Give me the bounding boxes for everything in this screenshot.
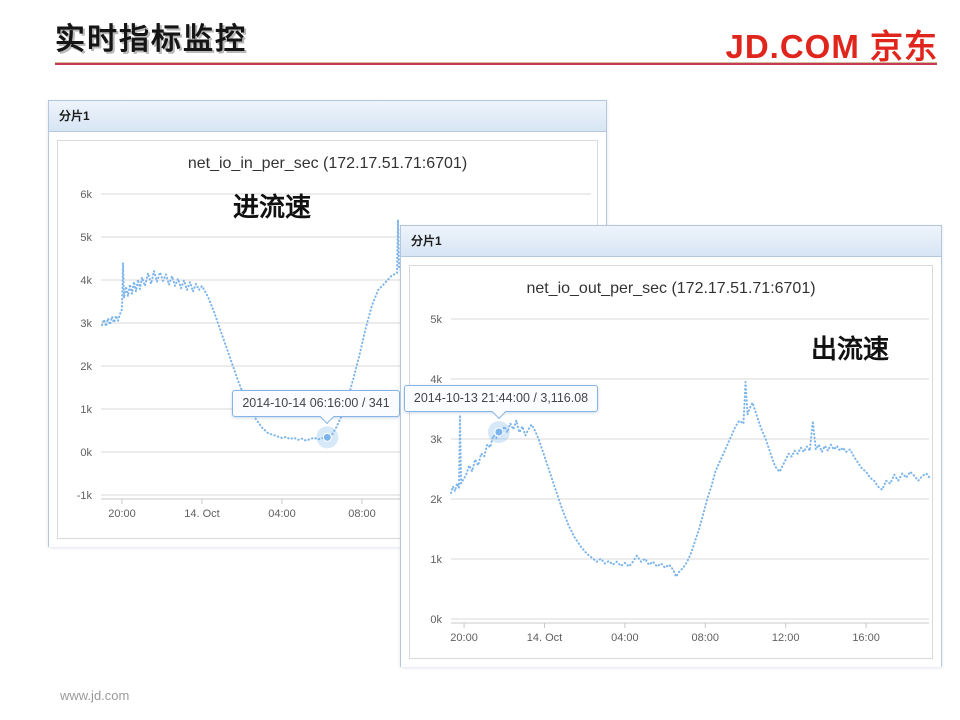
chart-net-io-out[interactable]: 0k 1k 2k 3k 4k 5k 20:00 14. Oct 04:00 08:00 12:00 1… (410, 266, 932, 658)
svg-text:进流速: 进流速 (233, 192, 311, 222)
shard-panel-net-io-out: 分片1 0k 1k 2k 3k 4k 5k 20:00 14. Oct 04:00 08:00 12… (400, 225, 942, 667)
panel-body: 0k 1k 2k 3k 4k 5k 20:00 14. Oct 04:00 08:00 12:00 1… (401, 257, 941, 667)
footer-url: www.jd.com (60, 688, 130, 703)
svg-text:04:00: 04:00 (268, 508, 296, 520)
svg-text:08:00: 08:00 (348, 508, 376, 520)
svg-text:1k: 1k (80, 404, 92, 416)
svg-text:3k: 3k (430, 434, 442, 446)
panel-header[interactable]: 分片1 (401, 226, 941, 257)
panel-header[interactable]: 分片1 (49, 101, 606, 132)
svg-text:net_io_out_per_sec (172.17.51.: net_io_out_per_sec (172.17.51.71:6701) (526, 280, 815, 297)
svg-text:4k: 4k (80, 275, 92, 287)
chart-box: 0k 1k 2k 3k 4k 5k 20:00 14. Oct 04:00 08:00 12:00 1… (409, 265, 933, 659)
svg-text:出流速: 出流速 (811, 334, 889, 364)
chart-net-io-in[interactable]: -1k 0k 1k 2k 3k 4k 5k 6k 20:00 14. Oct 04:00 08:00 n… (58, 141, 597, 538)
svg-text:04:00: 04:00 (611, 632, 639, 644)
svg-text:0k: 0k (80, 447, 92, 459)
tooltip-text: 2014-10-14 06:16:00 / 341 (242, 396, 390, 411)
svg-text:12:00: 12:00 (772, 632, 800, 644)
svg-text:20:00: 20:00 (108, 508, 136, 520)
jd-logo: JD.COM 京东 (725, 28, 938, 65)
svg-text:3k: 3k (80, 318, 92, 330)
svg-text:5k: 5k (430, 314, 442, 326)
page-title: 实时指标监控 (55, 23, 247, 56)
svg-text:1k: 1k (430, 554, 442, 566)
chart-tooltip: 2014-10-14 06:16:00 / 341 (232, 390, 400, 424)
chart-tooltip: 2014-10-13 21:44:00 / 3,116.08 (403, 385, 599, 419)
title-underline (55, 62, 937, 65)
svg-text:-1k: -1k (77, 490, 93, 502)
svg-text:2k: 2k (430, 494, 442, 506)
svg-text:14. Oct: 14. Oct (527, 632, 562, 644)
svg-text:6k: 6k (80, 189, 92, 201)
panel-header-label: 分片1 (411, 234, 442, 248)
svg-text:net_io_in_per_sec (172.17.51.7: net_io_in_per_sec (172.17.51.71:6701) (188, 155, 467, 172)
svg-text:5k: 5k (80, 232, 92, 244)
panel-header-label: 分片1 (59, 109, 90, 123)
tooltip-text: 2014-10-13 21:44:00 / 3,116.08 (413, 391, 589, 406)
svg-text:08:00: 08:00 (692, 632, 720, 644)
svg-text:16:00: 16:00 (852, 632, 880, 644)
svg-text:14. Oct: 14. Oct (184, 508, 219, 520)
svg-text:2k: 2k (80, 361, 92, 373)
svg-text:20:00: 20:00 (450, 632, 478, 644)
svg-text:0k: 0k (430, 614, 442, 626)
svg-text:4k: 4k (430, 374, 442, 386)
